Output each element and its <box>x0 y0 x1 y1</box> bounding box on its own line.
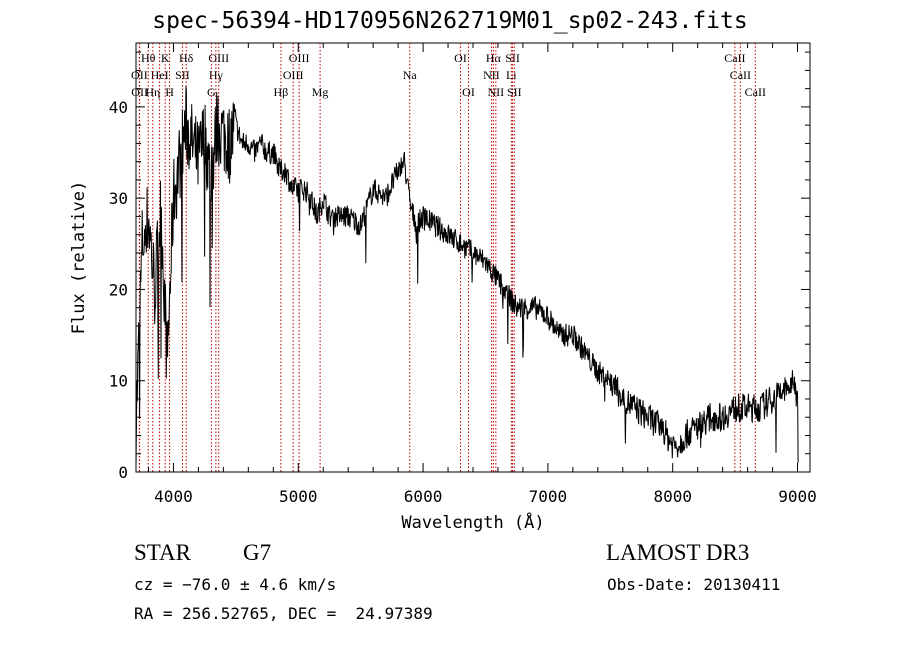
y-tick-label: 20 <box>109 280 128 299</box>
line-marker-label: Li <box>506 68 517 82</box>
line-marker-label: CaII <box>730 68 751 82</box>
line-marker-label: Hγ <box>209 68 224 82</box>
line-marker-label: HeI <box>151 68 169 82</box>
survey-name: LAMOST DR3 <box>606 540 750 565</box>
y-tick-label: 10 <box>109 372 128 391</box>
line-marker-label: OIII <box>208 51 229 65</box>
coordinates: RA = 256.52765, DEC = 24.97389 <box>134 604 433 623</box>
line-marker-label: H <box>165 85 174 99</box>
line-marker-label: G <box>207 85 216 99</box>
line-marker-label: Na <box>403 68 418 82</box>
spectral-subclass: G7 <box>243 540 272 565</box>
line-marker-label: NII <box>483 68 500 82</box>
line-marker-label: SII <box>507 85 522 99</box>
y-tick-label: 40 <box>109 98 128 117</box>
y-axis-label: Flux (relative) <box>69 181 89 335</box>
line-marker-label: OI <box>454 51 467 65</box>
line-marker-label: CaII <box>745 85 766 99</box>
observation-date: Obs-Date: 20130411 <box>607 575 781 594</box>
object-type: STAR <box>134 540 191 565</box>
redshift-cz: cz = −76.0 ± 4.6 km/s <box>134 575 337 594</box>
line-marker-label: OII <box>131 85 148 99</box>
x-tick-label: 4000 <box>154 487 193 506</box>
x-tick-label: 7000 <box>529 487 568 506</box>
line-marker-label: OIII <box>289 51 310 65</box>
line-marker-label: Hθ <box>141 51 156 65</box>
line-marker-label: SII <box>175 68 190 82</box>
line-marker-label: NII <box>488 85 505 99</box>
x-tick-label: 8000 <box>653 487 692 506</box>
x-axis-label: Wavelength (Å) <box>401 511 544 533</box>
x-tick-label: 9000 <box>778 487 817 506</box>
line-marker-label: Hβ <box>274 85 289 99</box>
line-marker-label: Hη <box>145 85 160 99</box>
x-tick-label: 6000 <box>404 487 443 506</box>
line-marker-label: OI <box>462 85 475 99</box>
y-tick-label: 30 <box>109 189 128 208</box>
line-marker-label: K <box>161 51 170 65</box>
line-marker-label: Hα <box>486 51 502 65</box>
line-marker-label: OIII <box>283 68 304 82</box>
line-marker-label: Mg <box>312 85 329 99</box>
line-marker-label: Hδ <box>179 51 194 65</box>
y-tick-label: 0 <box>118 463 128 482</box>
x-tick-label: 5000 <box>279 487 318 506</box>
line-marker-label: CaII <box>724 51 745 65</box>
chart-title: spec-56394-HD170956N262719M01_sp02-243.f… <box>152 8 748 34</box>
spectrum-line <box>135 86 799 468</box>
line-marker-label: SII <box>505 51 520 65</box>
